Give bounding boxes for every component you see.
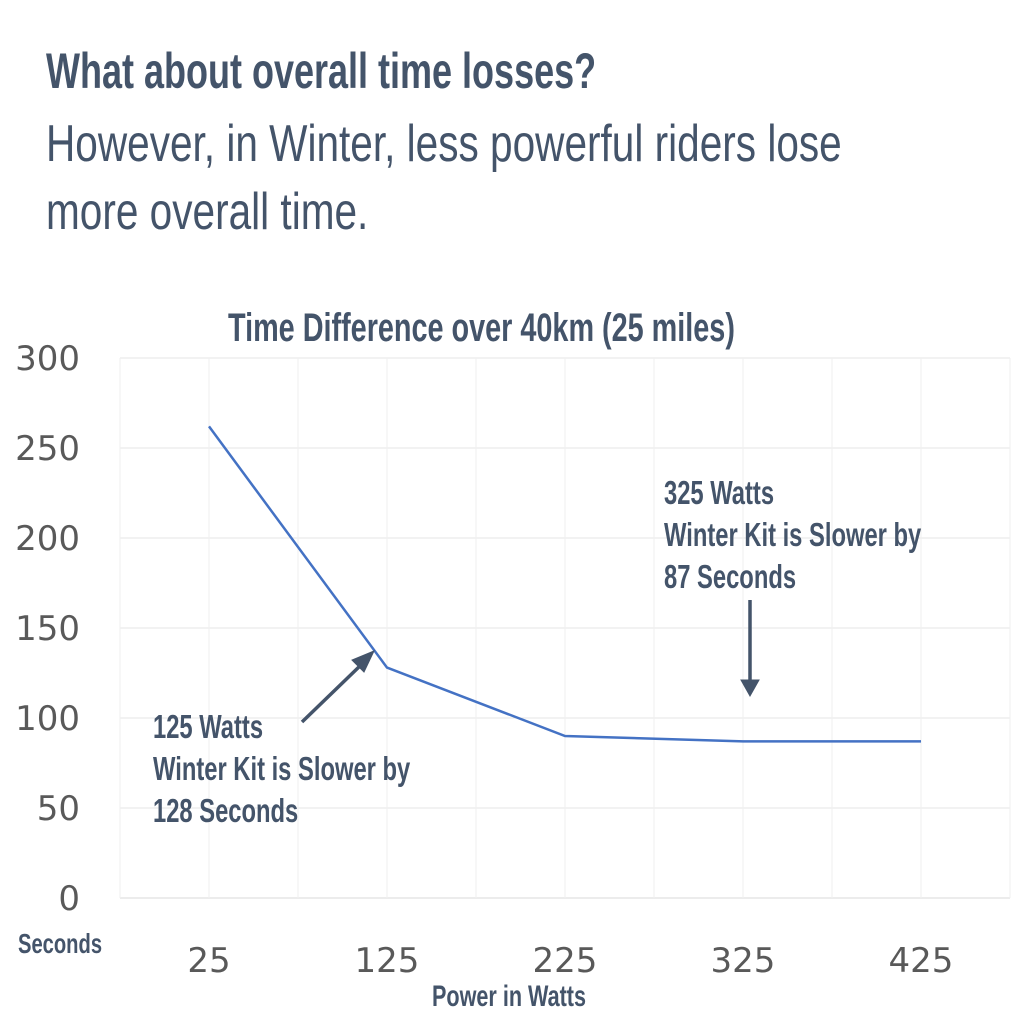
arrow-125-head [351,650,376,673]
y-tick-label: 0 [58,879,80,919]
arrow-325-head [740,679,760,698]
y-tick-label: 50 [37,789,80,829]
y-axis-label: Seconds [18,928,103,959]
x-axis-label: Power in Watts [432,980,587,1013]
x-tick-label: 25 [187,941,230,981]
x-tick-label: 425 [889,941,954,981]
x-tick-label: 325 [711,941,776,981]
subtitle-line-2: more overall time. [46,183,369,241]
y-tick-label: 150 [15,609,80,649]
arrow-125-shaft [300,662,364,724]
subtitle-line-1: However, in Winter, less powerful riders… [46,115,842,173]
series-line [207,425,921,743]
y-tick-label: 100 [15,699,80,739]
x-tick-label: 125 [355,941,420,981]
x-tick-label: 225 [533,941,598,981]
y-tick-label: 250 [15,429,80,469]
slide-heading: What about overall time losses? [46,42,810,100]
y-tick-label: 300 [15,339,80,379]
chart-title: Time Difference over 40km (25 miles) [228,306,735,350]
slide-subtitle: However, in Winter, less powerful riders… [46,110,1024,246]
annotation-325-watts: 325 Watts Winter Kit is Slower by 87 Sec… [664,474,922,595]
heading-text: What about overall time losses? [46,43,597,99]
annotation-125-watts: 125 Watts Winter Kit is Slower by 128 Se… [153,708,411,829]
y-tick-label: 200 [15,519,80,559]
